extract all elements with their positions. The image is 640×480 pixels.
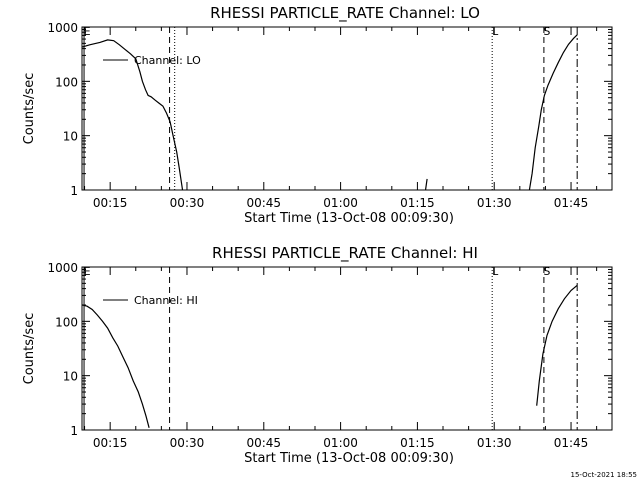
series-line <box>82 304 150 428</box>
event-marker-label: S <box>543 25 550 38</box>
series-line <box>536 284 578 406</box>
series-line <box>82 39 184 190</box>
x-tick-label: 01:15 <box>400 436 435 450</box>
x-tick-label: 00:45 <box>246 436 281 450</box>
event-marker-label: E <box>84 265 91 278</box>
y-tick-label: 10 <box>63 130 78 144</box>
x-tick-label: 00:15 <box>93 196 128 210</box>
y-tick-label: 100 <box>55 75 78 89</box>
y-axis-label: Counts/sec <box>22 73 37 145</box>
x-tick-label: 01:45 <box>554 196 589 210</box>
series-group <box>82 284 578 428</box>
plot-frame <box>81 26 613 191</box>
y-tick-label: 100 <box>55 315 78 329</box>
x-tick-label: 01:00 <box>323 196 358 210</box>
x-tick-label: 00:30 <box>170 196 205 210</box>
chart-title: RHESSI PARTICLE_RATE Channel: LO <box>210 4 480 23</box>
chart-panel-hi: RHESSI PARTICLE_RATE Channel: HI 00:15 00:… <box>22 244 613 466</box>
footer-timestamp: 15-Oct-2021 18:55 <box>571 471 637 479</box>
y-tick-label: 1000 <box>47 261 78 275</box>
x-tick-label: 00:15 <box>93 436 128 450</box>
event-marker-label: L <box>492 25 499 38</box>
chart-title: RHESSI PARTICLE_RATE Channel: HI <box>212 244 478 263</box>
x-tick-label: 00:30 <box>170 436 205 450</box>
x-tick-label: 00:45 <box>246 196 281 210</box>
y-tick-label: 1000 <box>47 21 78 35</box>
x-tick-label: 01:15 <box>400 196 435 210</box>
series-line <box>425 178 428 190</box>
series-group <box>82 34 578 190</box>
x-tick-label: 01:00 <box>323 436 358 450</box>
x-tick-label: 01:45 <box>554 436 589 450</box>
y-tick-label: 10 <box>63 370 78 384</box>
event-marker-label: S <box>543 265 550 278</box>
y-tick-label: 1 <box>70 184 78 198</box>
x-axis-label: Start Time (13-Oct-08 00:09:30) <box>244 451 454 466</box>
event-marker-label: E <box>84 25 91 38</box>
x-tick-label: 01:30 <box>477 436 512 450</box>
y-axis-label: Counts/sec <box>22 313 37 385</box>
y-tick-label: 1 <box>70 424 78 438</box>
x-axis-label: Start Time (13-Oct-08 00:09:30) <box>244 211 454 226</box>
chart-panel-lo: RHESSI PARTICLE_RATE Channel: LO 00:15 00:… <box>22 4 613 226</box>
series-line <box>528 34 578 190</box>
legend-label: Channel: HI <box>134 294 198 307</box>
event-marker-label: L <box>492 265 499 278</box>
plot-frame <box>81 266 613 431</box>
legend-label: Channel: LO <box>134 54 201 67</box>
x-tick-label: 01:30 <box>477 196 512 210</box>
